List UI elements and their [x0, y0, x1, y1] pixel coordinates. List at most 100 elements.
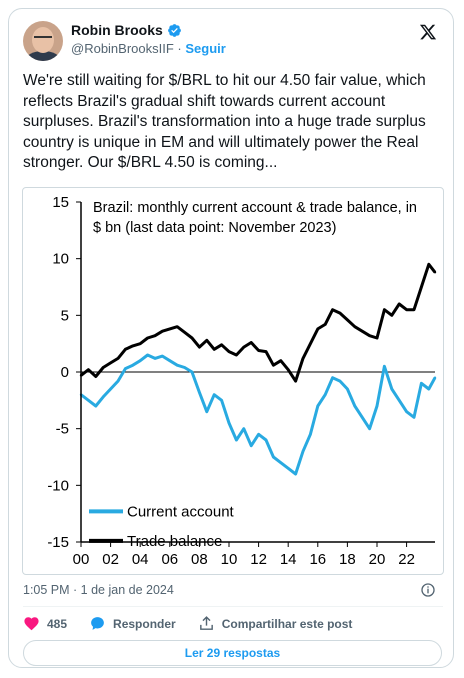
like-count: 485	[47, 616, 68, 631]
data-point	[420, 285, 423, 289]
data-point	[383, 365, 386, 368]
data-point	[116, 357, 120, 360]
data-point	[346, 318, 349, 322]
data-point	[398, 302, 401, 306]
data-point	[153, 334, 157, 337]
data-point	[94, 375, 98, 378]
data-point	[131, 344, 134, 348]
data-point	[390, 314, 393, 317]
data-point	[383, 308, 386, 311]
data-point	[146, 353, 149, 357]
data-point	[287, 467, 290, 470]
data-point	[183, 331, 186, 334]
data-point	[361, 416, 364, 419]
data-point	[198, 391, 201, 394]
share-label: Compartilhar este post	[221, 616, 353, 631]
x-tick-label: 04	[132, 551, 149, 568]
data-point	[405, 410, 408, 413]
data-point	[213, 393, 216, 396]
separator-dot: ·	[177, 41, 182, 56]
x-tick-label: 22	[398, 551, 415, 568]
data-point	[316, 404, 319, 408]
author-avatar[interactable]	[23, 21, 63, 61]
divider	[23, 606, 443, 607]
x-logo-icon[interactable]	[419, 23, 437, 41]
y-tick-label: 15	[52, 194, 69, 211]
author-handle[interactable]: @RobinBrooksIIF	[71, 41, 174, 56]
timestamp[interactable]: 1:05 PM · 1 de jan de 2024	[23, 583, 174, 597]
follow-button[interactable]: Seguir	[185, 41, 226, 56]
data-point	[398, 399, 401, 402]
share-button[interactable]: Compartilhar este post	[198, 615, 353, 632]
data-point	[213, 348, 216, 351]
data-point	[324, 323, 327, 326]
y-tick-label: 0	[61, 364, 69, 381]
data-point	[87, 368, 90, 371]
data-point	[309, 433, 312, 436]
data-point	[235, 438, 238, 442]
data-point	[272, 455, 275, 459]
chart-image[interactable]: 15 10 5 0 -5 -10 -15 00 02 04 06 08 10 12 14 16 18 20 22 Br…	[22, 187, 444, 575]
data-point	[264, 350, 268, 353]
data-point	[272, 364, 275, 367]
data-point	[242, 427, 245, 430]
y-tick-label: 5	[61, 307, 69, 324]
data-point	[109, 387, 112, 391]
data-point	[146, 336, 149, 340]
data-point	[338, 379, 342, 383]
like-button[interactable]: 485	[23, 615, 67, 632]
share-icon	[199, 616, 213, 630]
y-tick-label: -15	[47, 534, 69, 551]
x-tick-label: 12	[250, 551, 267, 568]
data-point	[124, 348, 127, 351]
data-point	[405, 308, 408, 311]
data-point	[375, 336, 379, 340]
data-point	[294, 472, 297, 476]
data-point	[375, 404, 379, 408]
data-point	[368, 427, 371, 430]
author-handle-row: @RobinBrooksIIF · Seguir	[71, 41, 226, 56]
reply-label: Responder	[113, 616, 176, 631]
data-point	[176, 325, 179, 328]
x-tick-label: 02	[102, 551, 119, 568]
data-point	[427, 263, 430, 266]
author-name[interactable]: Robin Brooks	[71, 22, 163, 38]
data-point	[139, 342, 142, 345]
data-point	[316, 327, 319, 331]
x-tick-label: 00	[73, 551, 90, 568]
data-point	[294, 379, 297, 383]
data-point	[279, 359, 282, 362]
y-tick-label: -10	[47, 477, 69, 494]
chart-title-line: Brazil: monthly current account & trade …	[93, 200, 417, 216]
data-point	[183, 366, 186, 369]
data-point	[102, 366, 105, 369]
data-point	[433, 271, 437, 274]
data-point	[190, 336, 194, 340]
data-point	[390, 387, 393, 391]
data-point	[220, 399, 223, 402]
action-bar: 485 Responder Compartilhar este post	[23, 615, 374, 632]
data-point	[301, 357, 305, 360]
heart-icon	[24, 617, 39, 631]
read-replies-button[interactable]: Ler 29 respostas	[23, 640, 442, 666]
author-name-row: Robin Brooks	[71, 22, 182, 38]
data-point	[109, 361, 112, 365]
data-point	[257, 433, 260, 436]
x-tick-label: 18	[339, 551, 356, 568]
tweet-text: We're still waiting for $/BRL to hit our…	[23, 72, 426, 171]
info-icon[interactable]	[420, 582, 436, 598]
data-point	[124, 367, 127, 370]
data-point	[412, 416, 416, 419]
data-point	[257, 349, 260, 352]
data-point	[116, 379, 120, 383]
data-point	[153, 357, 157, 360]
reply-button[interactable]: Responder	[89, 615, 176, 632]
x-tick-label: 14	[280, 551, 297, 568]
data-point	[353, 325, 356, 328]
data-point	[190, 370, 194, 374]
x-tick-label: 10	[221, 551, 238, 568]
data-point	[161, 354, 164, 358]
data-point	[131, 364, 134, 367]
data-point	[346, 387, 349, 391]
